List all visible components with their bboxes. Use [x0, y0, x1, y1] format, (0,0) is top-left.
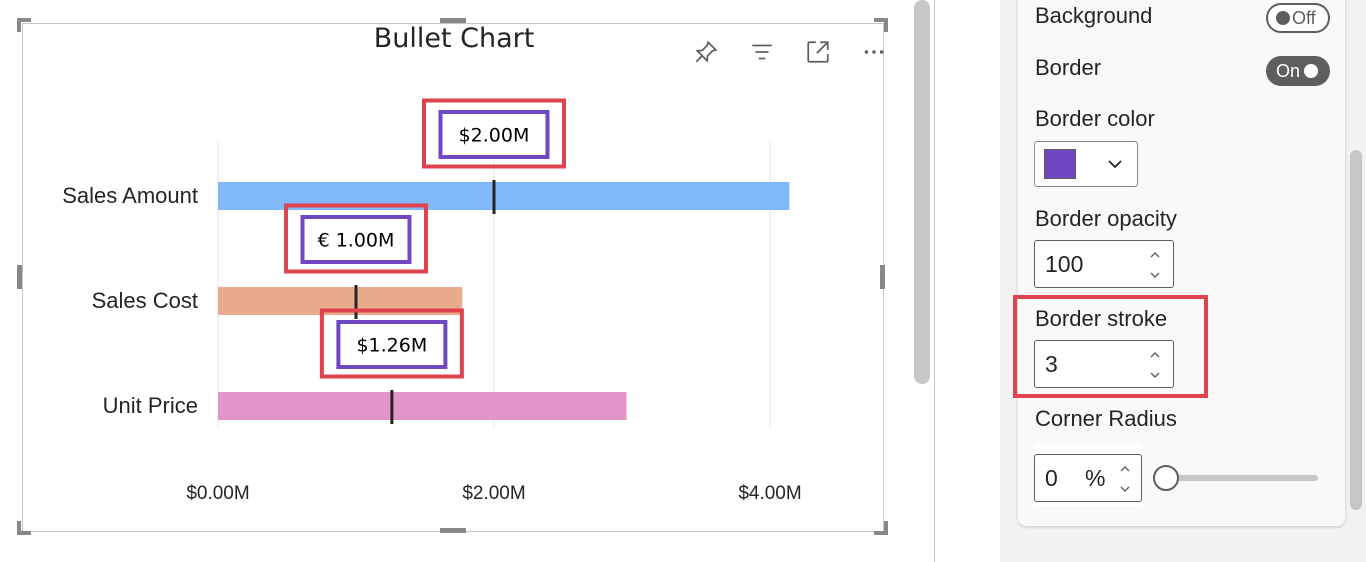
resize-handle-bottom-left[interactable]	[17, 521, 31, 535]
more-options-icon[interactable]	[846, 38, 902, 66]
x-tick-label: $2.00M	[462, 483, 525, 504]
resize-handle-bottom[interactable]	[440, 528, 466, 533]
border-color-picker[interactable]	[1034, 141, 1138, 187]
x-tick-label: $0.00M	[186, 483, 249, 504]
chevron-down-icon[interactable]	[1115, 479, 1135, 499]
corner-radius-label: Corner Radius	[1035, 406, 1177, 431]
background-toggle-text: Off	[1292, 7, 1316, 28]
corner-radius-input[interactable]: 0 %	[1034, 454, 1142, 502]
spinner-buttons	[1145, 245, 1165, 285]
border-opacity-value: 100	[1045, 251, 1084, 277]
chevron-up-icon[interactable]	[1145, 345, 1165, 365]
resize-handle-right[interactable]	[880, 265, 885, 289]
resize-handle-top[interactable]	[440, 18, 466, 23]
canvas-scrollbar[interactable]	[914, 0, 930, 384]
pin-icon[interactable]	[678, 38, 734, 66]
corner-radius-slider-thumb[interactable]	[1153, 465, 1179, 491]
data-label-highlight	[284, 203, 428, 274]
resize-handle-bottom-right[interactable]	[874, 521, 888, 535]
border-stroke-label: Border stroke	[1035, 306, 1168, 331]
visual-header-icons	[678, 38, 902, 66]
data-label: $2.00M	[459, 125, 530, 147]
background-label: Background	[1035, 3, 1153, 28]
x-tick-label: $4.00M	[738, 483, 801, 504]
chevron-down-icon[interactable]	[1145, 365, 1165, 385]
data-label: € 1.00M	[318, 230, 395, 252]
data-label-border	[336, 320, 448, 369]
bullet-bar	[218, 392, 627, 420]
focus-mode-icon[interactable]	[790, 38, 846, 66]
pane-divider	[934, 0, 935, 562]
corner-radius-slider-track[interactable]	[1166, 475, 1318, 481]
border-stroke-value: 3	[1045, 351, 1058, 377]
chart-title: Bullet Chart	[373, 23, 535, 54]
resize-handle-top-right[interactable]	[874, 18, 888, 32]
chevron-down-icon[interactable]	[1145, 265, 1165, 285]
resize-handle-top-left[interactable]	[17, 18, 31, 32]
toggle-knob	[1276, 11, 1290, 25]
format-pane-scrollbar[interactable]	[1350, 150, 1362, 510]
data-label-highlight	[422, 98, 566, 169]
chevron-up-icon[interactable]	[1115, 459, 1135, 479]
filter-icon[interactable]	[734, 38, 790, 66]
border-stroke-highlight	[1013, 295, 1208, 398]
chevron-up-icon[interactable]	[1145, 245, 1165, 265]
border-color-label: Border color	[1035, 106, 1155, 131]
border-stroke-input[interactable]: 3	[1034, 340, 1174, 388]
category-label: Sales Amount	[62, 183, 198, 208]
category-label: Sales Cost	[92, 288, 198, 313]
corner-radius-value: 0	[1045, 465, 1058, 491]
spinner-buttons	[1145, 345, 1165, 385]
corner-radius-unit: %	[1085, 465, 1106, 491]
data-label: $1.26M	[356, 335, 427, 357]
bullet-chart-plot: $0.00M $2.00M $4.00M Sales Amount $2.00M Sale…	[62, 98, 802, 504]
spinner-buttons	[1115, 459, 1135, 499]
background-toggle[interactable]: Off	[1266, 3, 1330, 33]
border-toggle[interactable]: On	[1266, 56, 1330, 86]
category-label: Unit Price	[103, 393, 198, 418]
border-opacity-input[interactable]: 100	[1034, 240, 1174, 288]
bullet-chart-visual[interactable]: Bullet Chart	[22, 23, 884, 532]
data-label-border	[438, 110, 550, 159]
data-label-highlight	[319, 308, 464, 379]
border-label: Border	[1035, 55, 1102, 80]
border-color-swatch	[1044, 149, 1076, 179]
toggle-knob	[1304, 64, 1319, 78]
chevron-down-icon	[1108, 160, 1122, 169]
border-toggle-text: On	[1276, 60, 1301, 81]
data-label-border	[300, 215, 412, 264]
resize-handle-left[interactable]	[17, 265, 22, 289]
border-opacity-label: Border opacity	[1035, 206, 1177, 231]
